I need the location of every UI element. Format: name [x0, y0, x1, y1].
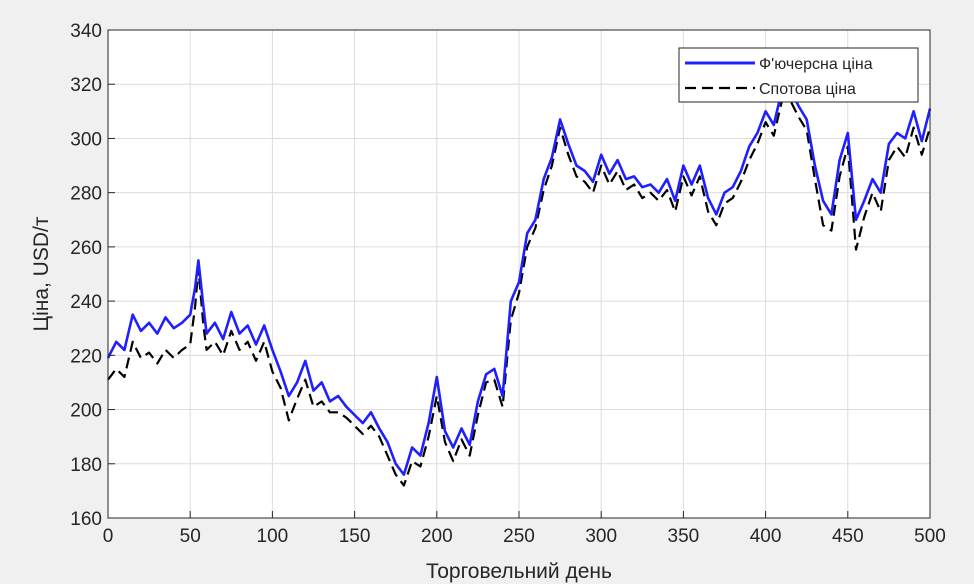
y-tick-label: 320 — [70, 75, 102, 96]
y-tick-label: 160 — [70, 509, 102, 530]
legend: Ф'ючерсна ціна Спотова ціна — [678, 47, 919, 103]
ticks: 0 50 100 150 200 250 300 350 400 450 500 160 180 200 2… — [70, 21, 946, 547]
x-tick-label: 300 — [585, 526, 617, 547]
y-tick-label: 340 — [70, 21, 102, 42]
x-tick-label: 100 — [257, 526, 289, 547]
x-tick-label: 150 — [339, 526, 371, 547]
x-tick-label: 450 — [832, 526, 864, 547]
x-tick-label: 500 — [914, 526, 946, 547]
y-tick-label: 260 — [70, 238, 102, 259]
y-tick-label: 180 — [70, 455, 102, 476]
legend-box — [678, 47, 919, 103]
x-tick-label: 350 — [668, 526, 700, 547]
x-tick-label: 50 — [180, 526, 201, 547]
x-tick-label: 0 — [103, 526, 114, 547]
y-axis-title: Ціна, USD/т — [30, 216, 53, 331]
series-line-spot — [107, 99, 932, 487]
x-axis-title: Торговельний день — [426, 560, 612, 583]
y-tick-label: 240 — [70, 292, 102, 313]
legend-label-futures: Ф'ючерсна ціна — [759, 56, 873, 73]
x-tick-label: 250 — [503, 526, 535, 547]
y-tick-label: 200 — [70, 401, 102, 422]
y-tick-label: 300 — [70, 129, 102, 150]
legend-label-spot: Спотова ціна — [759, 81, 856, 98]
x-tick-label: 200 — [421, 526, 453, 547]
y-tick-label: 220 — [70, 346, 102, 367]
y-tick-label: 280 — [70, 184, 102, 205]
x-tick-label: 400 — [750, 526, 782, 547]
